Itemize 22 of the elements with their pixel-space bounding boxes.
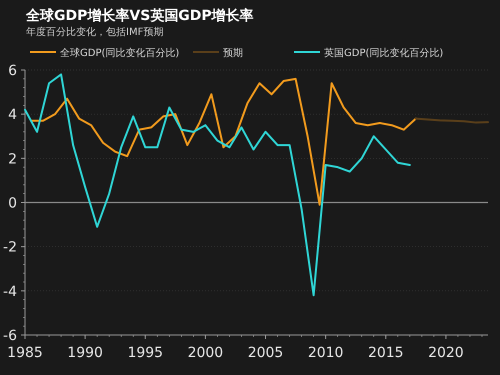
chart-subtitle: 年度百分比变化，包括IMF预期 — [26, 26, 164, 38]
line-series — [24, 73, 411, 296]
y-tick-label: 6 — [8, 63, 18, 79]
x-tick-label: 2020 — [428, 345, 464, 361]
y-tick-label: -4 — [3, 284, 18, 300]
x-tick-label: 2000 — [188, 345, 224, 361]
y-tick-label: 2 — [8, 151, 17, 168]
y-tick-label: -6 — [3, 328, 18, 344]
y-tick-label: -2 — [3, 240, 17, 256]
x-tick-label: 2005 — [248, 345, 284, 361]
y-tick-label: 0 — [8, 196, 17, 212]
x-tick-label: 1995 — [127, 345, 164, 361]
legend-label: 预期 — [223, 47, 243, 59]
x-tick-label: 2010 — [308, 345, 344, 361]
y-tick-label: 4 — [8, 107, 18, 124]
legend-label: 全球GDP(同比变化百分比) — [60, 47, 180, 59]
x-tick-label: 1990 — [67, 345, 103, 361]
legend-label: 英国GDP(同比变化百分比) — [324, 47, 444, 59]
chart-title: 全球GDP增长率VS英国GDP增长率 — [25, 7, 254, 24]
line-series — [30, 78, 417, 206]
x-tick-label: 2015 — [368, 345, 404, 361]
x-tick-label: 1985 — [7, 345, 43, 361]
